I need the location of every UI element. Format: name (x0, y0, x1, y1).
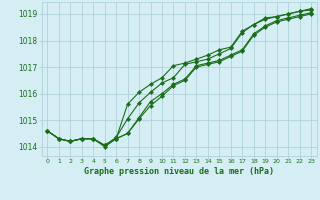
X-axis label: Graphe pression niveau de la mer (hPa): Graphe pression niveau de la mer (hPa) (84, 167, 274, 176)
